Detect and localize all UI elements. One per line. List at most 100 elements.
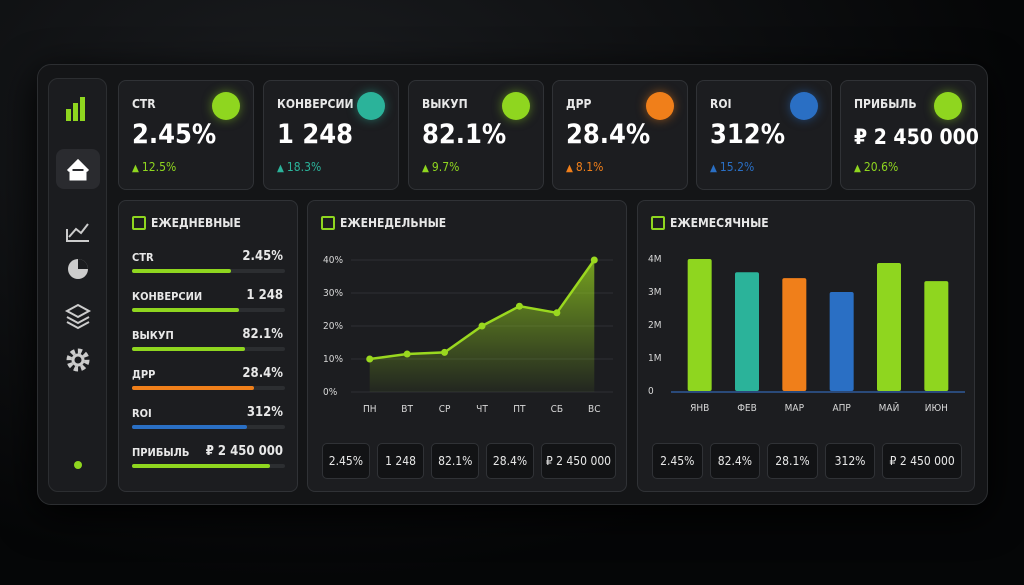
kpi-card: ВЫКУП 82.1% ▲ 9.7% bbox=[408, 80, 544, 190]
x-tick-label: ПН bbox=[363, 404, 377, 415]
row-label: ВЫКУП bbox=[132, 329, 174, 342]
kpi-icon bbox=[212, 92, 240, 120]
chart: 0% 10% 20% 30% 40% ПН ВТ СР ЧТ ПТ СБ ВС bbox=[323, 255, 613, 415]
kpi-icon bbox=[646, 92, 674, 120]
kpi-value: 28.4% bbox=[566, 119, 651, 150]
calendar-icon bbox=[132, 216, 146, 230]
kpi-card: ДРР 28.4% ▲ 8.1% bbox=[552, 80, 688, 190]
up-arrow: ▲ bbox=[710, 163, 717, 174]
point bbox=[366, 355, 374, 363]
up-arrow: ▲ bbox=[566, 163, 573, 174]
kpi-change: ▲ 18.3% bbox=[277, 160, 321, 174]
row-label: CTR bbox=[132, 251, 154, 264]
settings-button[interactable] bbox=[66, 348, 90, 372]
point bbox=[478, 322, 486, 330]
kpi-value: 82.1% bbox=[422, 119, 507, 150]
point bbox=[553, 309, 561, 317]
chip: 2.45% bbox=[652, 443, 703, 479]
change-value: 8.1% bbox=[575, 160, 604, 174]
monthly-panel: ЕЖЕМЕСЯЧНЫЕ 0 1M 2M 3M 4M ЯНВ ФЕВ МАР АПР МАЙ ИЮН 2.… bbox=[637, 200, 975, 492]
kpi-card: ROI 312% ▲ 15.2% bbox=[696, 80, 832, 190]
progress-bar bbox=[132, 347, 246, 351]
bar bbox=[829, 292, 854, 391]
chip: 82.4% bbox=[709, 443, 761, 479]
kpi-card: КОНВЕРСИИ 1 248 ▲ 18.3% bbox=[263, 80, 399, 190]
y-tick-label: 40% bbox=[323, 255, 343, 266]
sidebar-icons bbox=[56, 97, 100, 469]
x-tick-label: ФЕВ bbox=[737, 403, 757, 414]
panel-title: ЕЖЕДНЕВНЫЕ bbox=[151, 216, 241, 230]
y-tick-label: 1M bbox=[648, 353, 662, 364]
row-label: ROI bbox=[132, 407, 152, 420]
kpi-value: 2.45% bbox=[132, 119, 217, 150]
row-label: ДРР bbox=[132, 368, 156, 381]
row-value: 1 248 bbox=[246, 288, 283, 303]
chip: 312% bbox=[824, 443, 876, 479]
x-tick-label: ВС bbox=[588, 404, 600, 415]
progress-track bbox=[132, 269, 285, 273]
change-value: 18.3% bbox=[286, 160, 322, 174]
change-value: 15.2% bbox=[719, 160, 755, 174]
point bbox=[590, 256, 598, 264]
kpi-icon bbox=[934, 92, 962, 120]
chart-button[interactable] bbox=[66, 223, 89, 242]
sidebar bbox=[48, 78, 107, 492]
row-value: 82.1% bbox=[242, 327, 283, 342]
kpi-change: ▲ 8.1% bbox=[566, 160, 603, 174]
kpi-change: ▲ 9.7% bbox=[422, 160, 459, 174]
kpi-value: 1 248 bbox=[277, 119, 354, 150]
row-value: 28.4% bbox=[242, 366, 283, 381]
kpi-icon bbox=[790, 92, 818, 120]
progress-bar bbox=[132, 464, 270, 468]
x-tick-label: ИЮН bbox=[925, 403, 948, 414]
bar bbox=[924, 281, 949, 391]
kpi-label: КОНВЕРСИИ bbox=[277, 97, 354, 111]
kpi-label: CTR bbox=[132, 97, 156, 111]
progress-bar bbox=[132, 269, 232, 273]
point bbox=[403, 350, 411, 358]
daily-panel: ЕЖЕДНЕВНЫЕ CTR 2.45% КОНВЕРСИИ 1 248 ВЫКУП 82.… bbox=[118, 200, 298, 492]
kpi-label: ВЫКУП bbox=[422, 97, 468, 111]
chip-row: 2.45% 82.4% 28.1% 312% ₽ 2 450 000 bbox=[652, 443, 963, 479]
progress-bar bbox=[132, 425, 247, 429]
up-arrow: ▲ bbox=[132, 163, 139, 174]
row-value: 312% bbox=[246, 405, 283, 420]
x-tick-label: АПР bbox=[832, 403, 851, 414]
change-value: 12.5% bbox=[141, 160, 177, 174]
kpi-value: 312% bbox=[710, 119, 786, 150]
chip: ₽ 2 450 000 bbox=[882, 443, 963, 479]
chip: 28.4% bbox=[486, 443, 534, 479]
kpi-card: CTR 2.45% ▲ 12.5% bbox=[118, 80, 254, 190]
progress-track bbox=[132, 464, 285, 468]
y-tick-label: 0 bbox=[648, 386, 654, 397]
layers-button[interactable] bbox=[64, 303, 92, 330]
y-tick-label: 20% bbox=[323, 321, 343, 332]
y-tick-label: 3M bbox=[648, 287, 662, 298]
row-value: ₽ 2 450 000 bbox=[205, 444, 283, 459]
kpi-change: ▲ 15.2% bbox=[710, 160, 754, 174]
kpi-icon bbox=[357, 92, 385, 120]
bar bbox=[782, 278, 807, 391]
kpi-value: ₽ 2 450 000 bbox=[854, 125, 979, 149]
change-value: 20.6% bbox=[863, 160, 899, 174]
kpi-label: ПРИБЫЛЬ bbox=[854, 97, 917, 111]
calendar-icon bbox=[651, 216, 665, 230]
x-tick-label: ЯНВ bbox=[690, 403, 709, 414]
x-tick-label: ВТ bbox=[401, 404, 413, 415]
y-tick-label: 2M bbox=[648, 320, 662, 331]
row-value: 2.45% bbox=[242, 249, 283, 264]
calendar-icon bbox=[321, 216, 335, 230]
change-value: 9.7% bbox=[431, 160, 460, 174]
chip: 28.1% bbox=[767, 443, 818, 479]
x-tick-label: МАР bbox=[785, 403, 805, 414]
chip-row: 2.45% 1 248 82.1% 28.4% ₽ 2 450 000 bbox=[322, 443, 617, 479]
row-label: КОНВЕРСИИ bbox=[132, 290, 203, 303]
row-label: ПРИБЫЛЬ bbox=[132, 446, 190, 459]
x-tick-label: ПТ bbox=[513, 404, 526, 415]
kpi-label: ДРР bbox=[566, 97, 592, 111]
progress-track bbox=[132, 308, 285, 312]
progress-track bbox=[132, 425, 285, 429]
progress-bar bbox=[132, 386, 255, 390]
chip: ₽ 2 450 000 bbox=[540, 443, 617, 479]
y-tick-label: 10% bbox=[323, 354, 343, 365]
